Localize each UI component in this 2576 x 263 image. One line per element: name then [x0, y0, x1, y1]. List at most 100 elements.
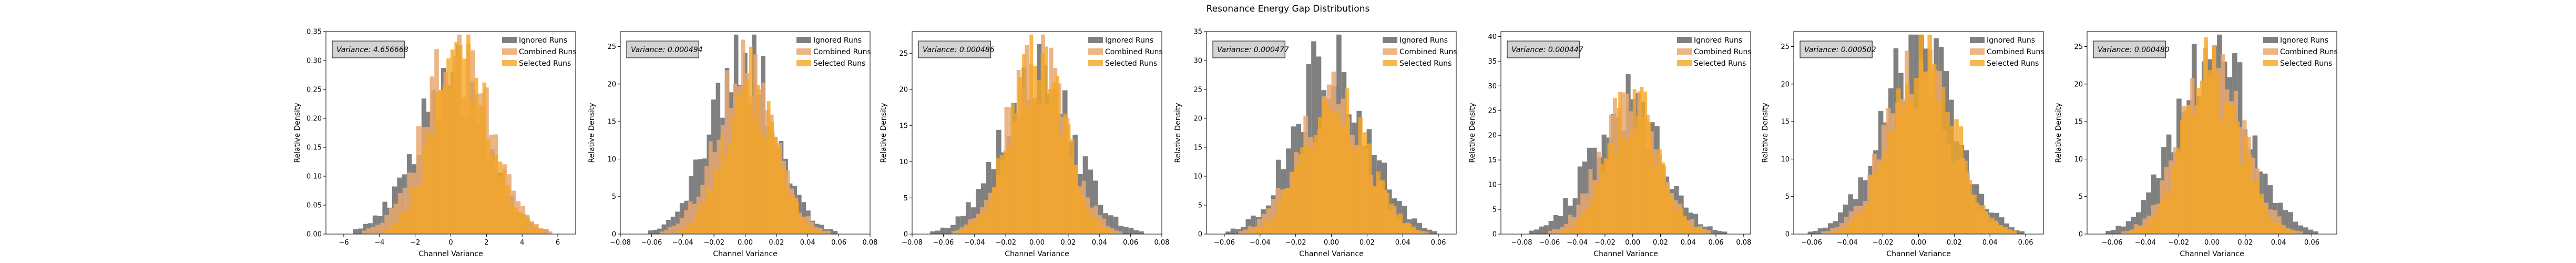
- histogram-bar: [710, 192, 714, 234]
- y-axis-label: Relative Density: [1174, 103, 1182, 163]
- y-tick-label: 0: [1198, 231, 1202, 239]
- x-tick-label: 4: [520, 239, 524, 247]
- histogram-bar: [2263, 205, 2268, 234]
- histogram-bar: [510, 204, 515, 234]
- histogram-bar: [1078, 190, 1082, 234]
- legend-label: Combined Runs: [1399, 48, 1457, 56]
- histogram-bar: [955, 230, 960, 234]
- histogram-bar: [371, 227, 376, 234]
- legend-label: Selected Runs: [1694, 59, 1746, 68]
- histogram-bar: [2216, 72, 2220, 234]
- y-tick-label: 30: [1193, 57, 1202, 65]
- histogram-bar: [1556, 229, 1560, 234]
- x-tick-label: −0.06: [641, 239, 662, 247]
- histogram-bar: [414, 188, 418, 234]
- x-tick-label: 0.00: [1625, 239, 1640, 247]
- histogram-bar: [2131, 217, 2136, 234]
- histogram-bar: [945, 228, 950, 234]
- histogram-bar: [526, 218, 530, 234]
- histogram-bar: [1572, 198, 1578, 234]
- histogram-bar: [770, 122, 774, 234]
- histogram-bar: [1048, 89, 1052, 234]
- histogram-bar: [2125, 231, 2130, 234]
- x-tick-label: −0.04: [964, 239, 985, 247]
- histogram-bar: [2110, 230, 2116, 234]
- variance-annotation-box: [332, 41, 405, 58]
- histogram-bar: [976, 189, 982, 234]
- legend-swatch: [1088, 37, 1103, 43]
- histogram-bar: [1990, 217, 1995, 234]
- x-tick-label: 0.06: [2304, 239, 2319, 247]
- histogram-bar: [731, 115, 735, 234]
- histogram-bar: [1248, 226, 1253, 234]
- histogram-bar: [1954, 119, 1959, 234]
- histogram-bar: [1618, 92, 1622, 235]
- y-tick-label: 20: [1193, 115, 1202, 123]
- x-tick-label: 0.08: [1154, 239, 1170, 247]
- histogram-bar: [1883, 151, 1888, 234]
- histogram-bar: [363, 224, 368, 234]
- histogram-bar: [969, 222, 974, 234]
- y-axis-label: Relative Density: [1468, 103, 1477, 163]
- histogram-bar: [1235, 229, 1241, 234]
- x-tick-label: −0.08: [902, 239, 923, 247]
- legend-swatch: [1088, 60, 1103, 66]
- histogram-bar: [1698, 228, 1702, 234]
- histogram-bar: [1706, 230, 1711, 234]
- histogram-bar: [1432, 231, 1437, 234]
- legend-label: Selected Runs: [1399, 59, 1451, 68]
- y-tick-label: 35: [1488, 58, 1497, 66]
- x-tick-label: 0.04: [1092, 239, 1107, 247]
- histogram-bar: [1114, 230, 1119, 234]
- histogram-bar: [799, 217, 803, 234]
- x-tick-label: −0.06: [1801, 239, 1822, 247]
- histogram-bar: [1575, 219, 1579, 234]
- legend-swatch: [1677, 60, 1692, 66]
- y-tick-label: 5: [2079, 193, 2083, 201]
- histogram-bar: [382, 229, 387, 234]
- histogram-bar: [981, 212, 985, 234]
- histogram-bar: [2184, 109, 2189, 234]
- histogram-bar: [706, 186, 710, 234]
- histogram-bar: [822, 230, 827, 234]
- histogram-bar: [1118, 226, 1124, 234]
- histogram-bar: [1843, 227, 1847, 234]
- histogram-bar: [2121, 231, 2125, 234]
- histogram-bar: [1407, 224, 1412, 234]
- histogram-bar: [992, 187, 996, 234]
- histogram-bar: [2146, 192, 2151, 234]
- histogram-bar: [734, 93, 739, 234]
- histogram-bar: [2156, 210, 2161, 234]
- legend-label: Combined Runs: [2280, 48, 2338, 56]
- histogram-bar: [795, 202, 799, 234]
- histogram-bar: [353, 229, 358, 234]
- histogram-bar: [390, 224, 395, 234]
- legend-label: Ignored Runs: [1105, 36, 1153, 45]
- y-tick-label: 5: [612, 193, 616, 201]
- histogram-bar: [1412, 218, 1417, 234]
- x-tick-label: −0.08: [1511, 239, 1532, 247]
- histogram-bar: [1967, 180, 1972, 234]
- variance-annotation-box: [918, 41, 991, 58]
- histogram-bar: [1643, 92, 1648, 234]
- y-tick-label: 10: [2074, 156, 2083, 164]
- histogram-bar: [1722, 231, 1727, 234]
- histogram-bar: [2164, 189, 2169, 234]
- histogram-bar: [1092, 217, 1097, 234]
- histogram-bar: [1693, 214, 1699, 234]
- legend-label: Ignored Runs: [1694, 36, 1742, 45]
- histogram-bar: [1669, 193, 1673, 234]
- histogram-bar: [1264, 219, 1269, 234]
- histogram-bar: [1238, 231, 1243, 234]
- histogram-bar: [1367, 143, 1372, 234]
- histogram-bar: [648, 230, 653, 234]
- histogram-bar: [1969, 194, 1975, 234]
- histogram-bar: [1353, 149, 1358, 234]
- histogram-bar: [1838, 229, 1843, 234]
- histogram-bar: [1694, 228, 1698, 234]
- histogram-bar: [935, 230, 941, 234]
- histogram-bar: [1097, 220, 1101, 234]
- y-tick-label: 0.25: [306, 86, 322, 94]
- histogram-bar: [1835, 227, 1840, 234]
- y-tick-label: 15: [1193, 144, 1202, 152]
